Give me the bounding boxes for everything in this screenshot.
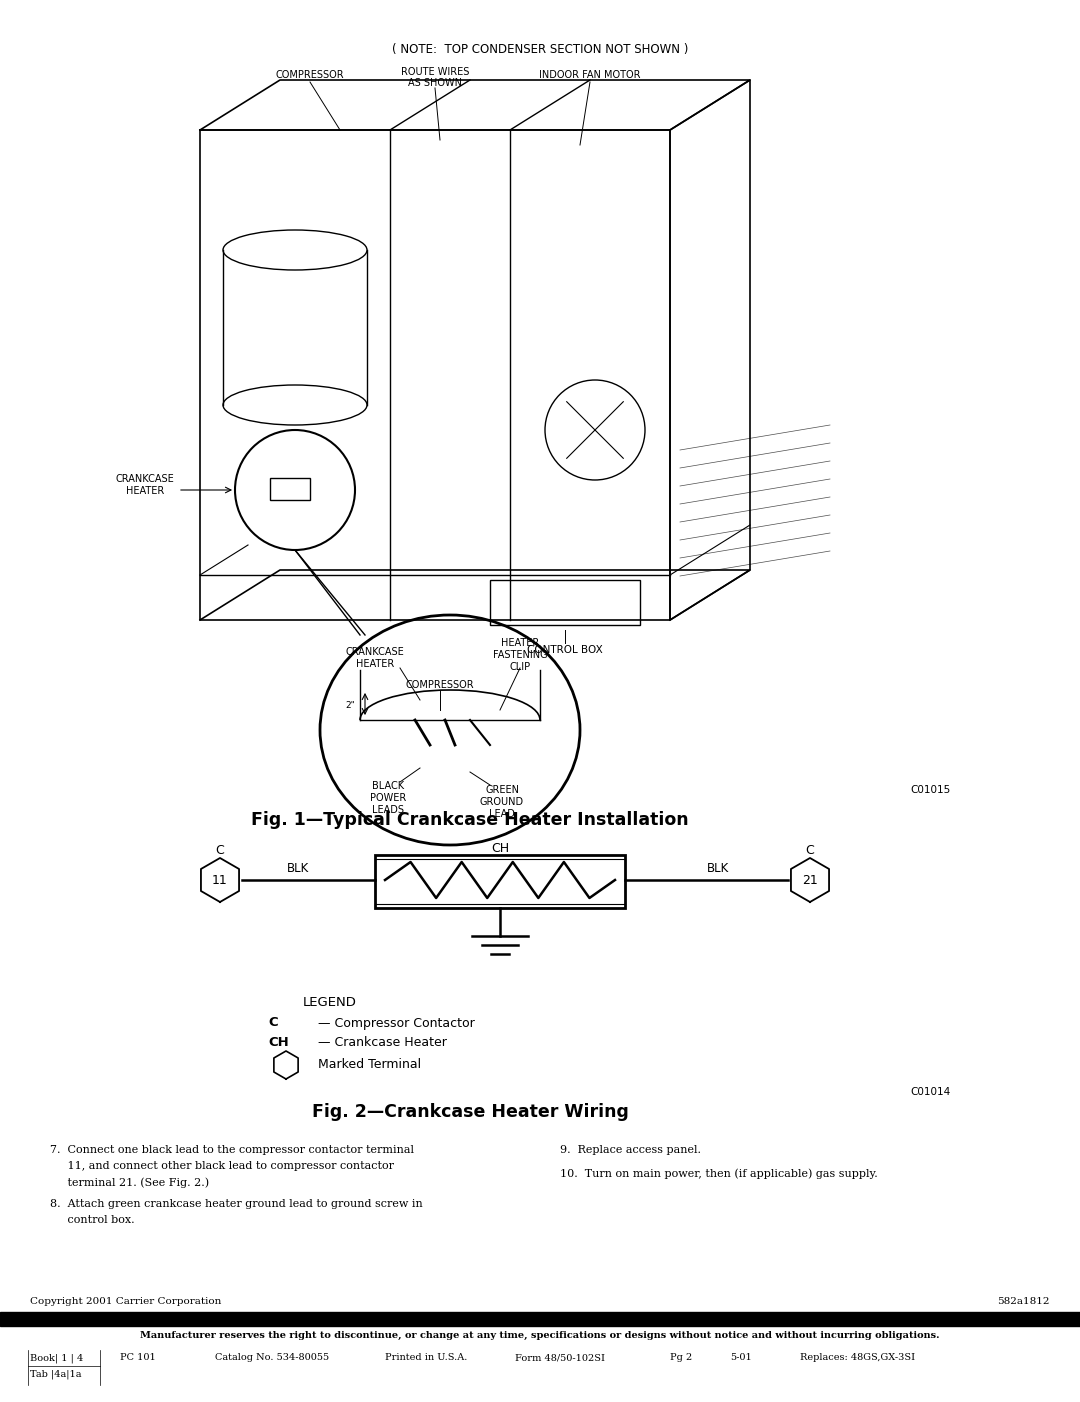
Text: C: C bbox=[216, 844, 225, 857]
Text: C01014: C01014 bbox=[910, 1087, 950, 1096]
Text: CONTROL BOX: CONTROL BOX bbox=[527, 645, 603, 655]
Text: LEGEND: LEGEND bbox=[303, 997, 356, 1009]
Text: Fig. 2—Crankcase Heater Wiring: Fig. 2—Crankcase Heater Wiring bbox=[311, 1103, 629, 1122]
Text: 5-01: 5-01 bbox=[730, 1353, 752, 1363]
FancyBboxPatch shape bbox=[375, 855, 625, 908]
Text: BLK: BLK bbox=[287, 861, 309, 875]
Text: Printed in U.S.A.: Printed in U.S.A. bbox=[384, 1353, 468, 1363]
Text: CRANKCASE
HEATER: CRANKCASE HEATER bbox=[116, 474, 174, 496]
Text: Catalog No. 534-80055: Catalog No. 534-80055 bbox=[215, 1353, 329, 1363]
Text: HEATER
FASTENING
CLIP: HEATER FASTENING CLIP bbox=[492, 638, 548, 672]
Text: C01015: C01015 bbox=[910, 785, 950, 795]
Text: PC 101: PC 101 bbox=[120, 1353, 156, 1363]
Text: Pg 2: Pg 2 bbox=[670, 1353, 692, 1363]
Text: 2": 2" bbox=[346, 701, 355, 709]
Text: ROUTE WIRES: ROUTE WIRES bbox=[401, 67, 469, 77]
Text: BLK: BLK bbox=[707, 861, 729, 875]
Text: Form 48/50-102SI: Form 48/50-102SI bbox=[515, 1353, 605, 1363]
Text: 9.  Replace access panel.: 9. Replace access panel. bbox=[561, 1145, 701, 1155]
Text: Replaces: 48GS,GX-3SI: Replaces: 48GS,GX-3SI bbox=[800, 1353, 915, 1363]
Text: Book| 1 | 4: Book| 1 | 4 bbox=[30, 1353, 83, 1363]
Text: 8.  Attach green crankcase heater ground lead to ground screw in: 8. Attach green crankcase heater ground … bbox=[50, 1199, 422, 1209]
Text: BLACK
POWER
LEADS: BLACK POWER LEADS bbox=[369, 781, 406, 815]
Text: Manufacturer reserves the right to discontinue, or change at any time, specifica: Manufacturer reserves the right to disco… bbox=[140, 1330, 940, 1339]
FancyBboxPatch shape bbox=[490, 580, 640, 625]
Text: INDOOR FAN MOTOR: INDOOR FAN MOTOR bbox=[539, 70, 640, 80]
Text: 7.  Connect one black lead to the compressor contactor terminal: 7. Connect one black lead to the compres… bbox=[50, 1145, 414, 1155]
Text: 11, and connect other black lead to compressor contactor: 11, and connect other black lead to comp… bbox=[50, 1161, 394, 1171]
Text: COMPRESSOR: COMPRESSOR bbox=[406, 680, 474, 690]
Text: 21: 21 bbox=[802, 873, 818, 886]
Text: 10.  Turn on main power, then (if applicable) gas supply.: 10. Turn on main power, then (if applica… bbox=[561, 1168, 878, 1179]
Text: Fig. 1—Typical Crankcase Heater Installation: Fig. 1—Typical Crankcase Heater Installa… bbox=[252, 810, 689, 829]
Text: Marked Terminal: Marked Terminal bbox=[318, 1059, 421, 1071]
Text: CRANKCASE
HEATER: CRANKCASE HEATER bbox=[346, 648, 404, 669]
Text: — Compressor Contactor: — Compressor Contactor bbox=[318, 1016, 475, 1029]
Text: CH: CH bbox=[268, 1036, 288, 1050]
FancyBboxPatch shape bbox=[0, 1312, 1080, 1326]
Text: C: C bbox=[268, 1016, 278, 1029]
Text: C: C bbox=[806, 844, 814, 857]
FancyBboxPatch shape bbox=[270, 478, 310, 501]
Text: 11: 11 bbox=[212, 873, 228, 886]
Text: control box.: control box. bbox=[50, 1216, 135, 1225]
Text: Copyright 2001 Carrier Corporation: Copyright 2001 Carrier Corporation bbox=[30, 1297, 221, 1307]
Text: 582a1812: 582a1812 bbox=[998, 1297, 1050, 1307]
Text: CH: CH bbox=[491, 841, 509, 854]
Text: AS SHOWN: AS SHOWN bbox=[408, 79, 462, 88]
Text: GREEN
GROUND
LEAD: GREEN GROUND LEAD bbox=[480, 785, 524, 819]
Text: terminal 21. (See Fig. 2.): terminal 21. (See Fig. 2.) bbox=[50, 1178, 210, 1187]
Text: ( NOTE:  TOP CONDENSER SECTION NOT SHOWN ): ( NOTE: TOP CONDENSER SECTION NOT SHOWN … bbox=[392, 43, 688, 56]
Text: — Crankcase Heater: — Crankcase Heater bbox=[318, 1036, 447, 1050]
Text: Tab |4a|1a: Tab |4a|1a bbox=[30, 1370, 81, 1378]
Text: COMPRESSOR: COMPRESSOR bbox=[275, 70, 345, 80]
